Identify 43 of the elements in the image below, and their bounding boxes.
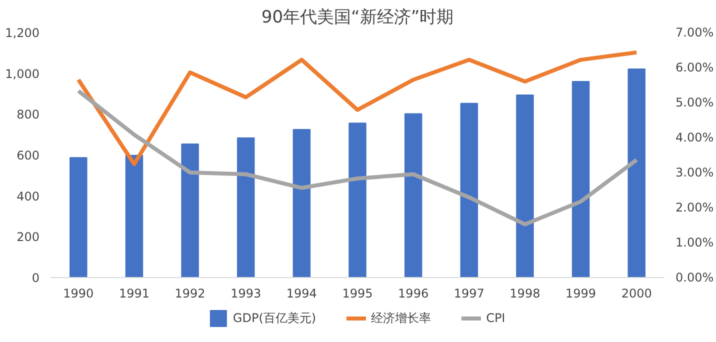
y-tick-label: 800 [16,108,40,122]
y2-tick-label: 6.00% [676,60,714,74]
bar [516,94,534,278]
bar [125,154,144,278]
y-tick-label: 0 [32,271,40,285]
y-tick-label: 400 [16,189,40,204]
y2-tick-label: 2.00% [676,200,714,214]
bar [348,122,366,278]
y2-tick-label: 0.00% [676,270,714,284]
bar [404,113,422,278]
y2-tick-label: 4.00% [676,130,714,144]
x-tick-label: 1994 [286,286,317,300]
x-tick-label: 1998 [510,286,540,300]
legend-label: 经济增长率 [371,310,432,326]
legend-label: CPI [486,311,506,325]
bar [181,143,199,278]
bar [460,102,478,278]
y2-tick-label: 5.00% [676,96,714,110]
bar [70,157,88,278]
line-series [76,50,639,166]
y2-tick-label: 7.00% [676,26,714,40]
bar [236,137,255,278]
x-tick-label: 1993 [230,286,262,300]
y2-tick-label: 1.00% [676,236,714,250]
x-tick-label: 1999 [566,286,596,300]
bar [628,68,646,278]
x-tick-label: 2000 [621,286,652,300]
x-tick-label: 1996 [398,286,429,300]
y-tick-label: 1,000 [5,66,40,81]
x-tick-label: 1997 [454,286,484,300]
bar [572,81,590,278]
y-tick-label: 1,200 [5,26,40,40]
x-tick-label: 1995 [342,286,373,300]
y-tick-label: 200 [16,230,40,244]
bar [292,128,311,278]
line-series [76,88,639,226]
y-tick-label: 600 [16,148,40,162]
legend-label: GDP(百亿美元) [232,310,316,326]
chart-title: 90年代美国“新经济”时期 [261,8,454,28]
y2-tick-label: 3.00% [676,166,714,180]
x-tick-label: 1991 [118,286,150,300]
x-tick-label: 1990 [63,286,94,300]
x-tick-label: 1992 [174,286,206,300]
